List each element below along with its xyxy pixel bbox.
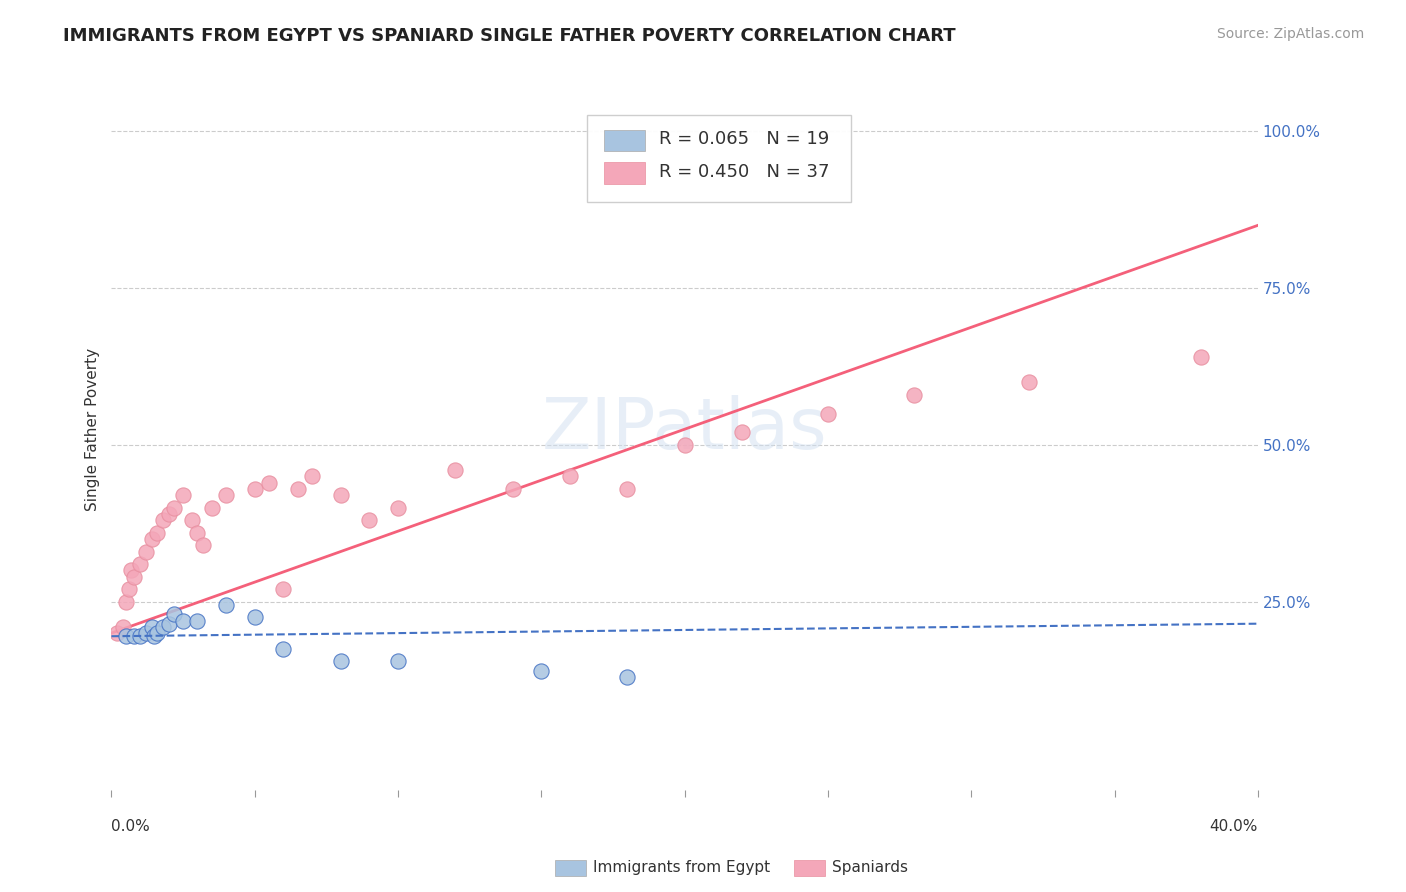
Point (163, 607, 186, 622)
Point (152, 620, 174, 634)
Text: Immigrants from Egypt: Immigrants from Egypt (593, 861, 770, 875)
Point (1189, 350, 1212, 364)
Point (273, 641, 295, 656)
Point (387, 654, 409, 668)
Point (502, 482, 524, 496)
Point (359, 513, 381, 527)
Point (215, 488, 238, 502)
Point (301, 469, 323, 483)
Point (186, 614, 208, 628)
Point (135, 544, 157, 558)
Point (114, 629, 136, 643)
Point (143, 629, 166, 643)
Point (530, 664, 553, 678)
Y-axis label: Single Father Poverty: Single Father Poverty (86, 348, 100, 511)
Point (146, 626, 169, 640)
Point (731, 425, 754, 440)
Point (135, 626, 157, 640)
Point (114, 595, 136, 609)
Point (444, 463, 467, 477)
Point (673, 438, 696, 452)
Point (172, 614, 194, 628)
FancyBboxPatch shape (588, 115, 851, 202)
Point (186, 525, 208, 540)
Text: IMMIGRANTS FROM EGYPT VS SPANIARD SINGLE FATHER POVERTY CORRELATION CHART: IMMIGRANTS FROM EGYPT VS SPANIARD SINGLE… (63, 27, 956, 45)
Point (616, 670, 638, 684)
Text: 40.0%: 40.0% (1209, 819, 1258, 834)
Point (141, 620, 163, 634)
Point (180, 513, 202, 527)
Point (257, 475, 280, 490)
Point (111, 620, 134, 634)
Text: R = 0.450   N = 37: R = 0.450 N = 37 (659, 162, 830, 181)
Point (152, 513, 174, 527)
Point (329, 654, 352, 668)
Point (243, 482, 266, 496)
Point (191, 538, 214, 552)
Point (616, 482, 638, 496)
Point (157, 507, 180, 521)
Text: ZIPatlas: ZIPatlas (541, 395, 828, 464)
Point (124, 569, 146, 583)
Point (1018, 375, 1040, 389)
Point (387, 500, 409, 515)
Point (329, 488, 352, 502)
Point (558, 469, 581, 483)
Point (163, 500, 186, 515)
Point (287, 482, 309, 496)
Point (903, 388, 925, 402)
Point (243, 610, 266, 624)
Text: Spaniards: Spaniards (832, 861, 908, 875)
Point (121, 563, 143, 577)
Point (201, 500, 224, 515)
FancyBboxPatch shape (605, 162, 644, 184)
Point (157, 616, 180, 631)
Point (817, 407, 839, 421)
Point (141, 532, 163, 546)
Point (146, 525, 169, 540)
Point (129, 629, 152, 643)
Point (124, 629, 146, 643)
Text: R = 0.065   N = 19: R = 0.065 N = 19 (659, 130, 830, 148)
Point (273, 582, 295, 597)
Text: Source: ZipAtlas.com: Source: ZipAtlas.com (1216, 27, 1364, 41)
FancyBboxPatch shape (605, 130, 644, 152)
Point (117, 582, 139, 597)
Point (105, 626, 128, 640)
Point (172, 488, 194, 502)
Point (129, 557, 152, 571)
Text: 0.0%: 0.0% (111, 819, 150, 834)
Point (215, 598, 238, 612)
